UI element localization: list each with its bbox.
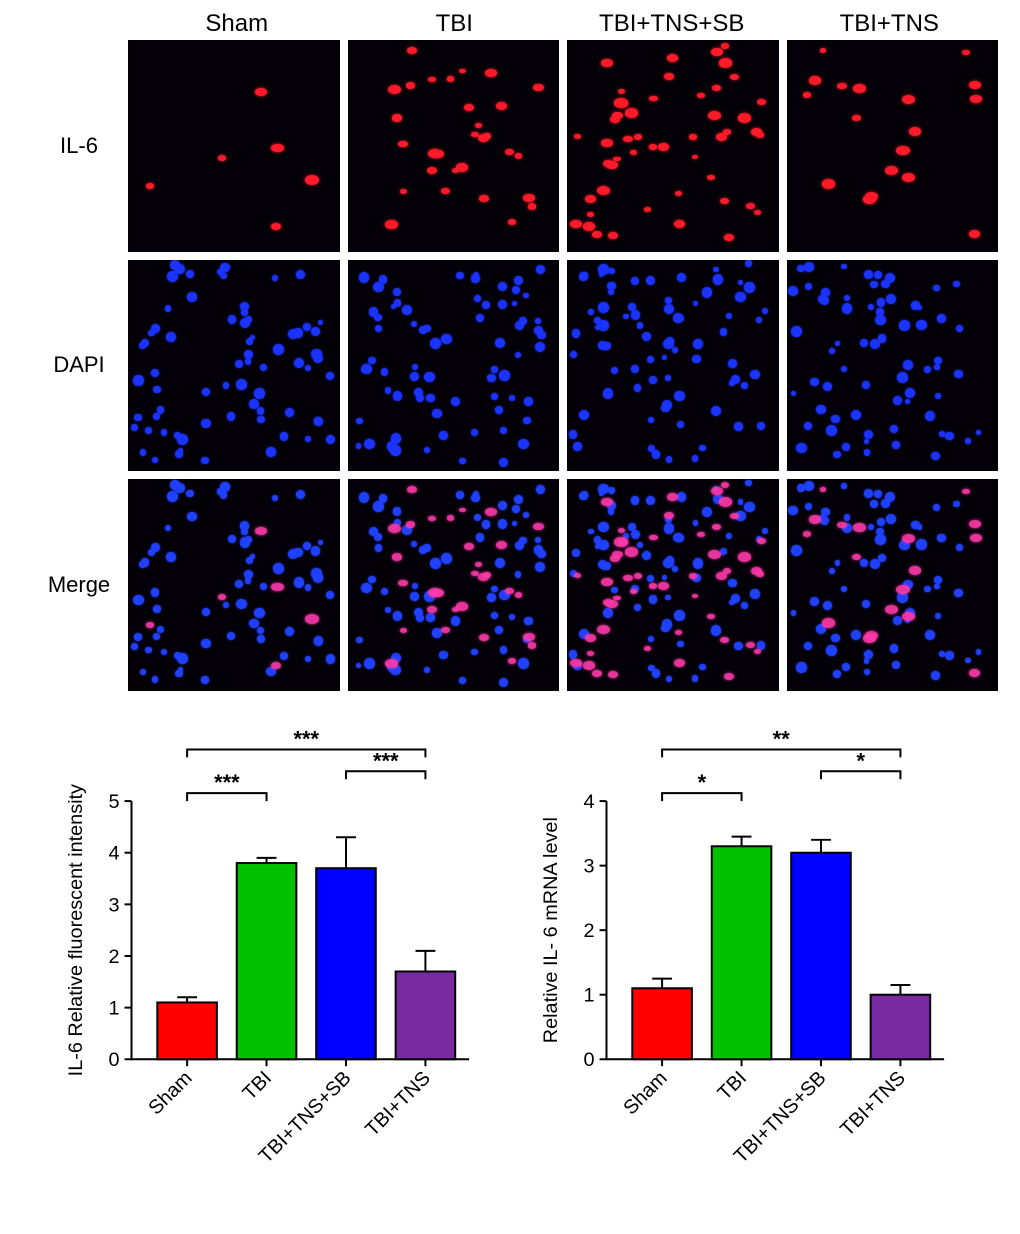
row-label: Merge (38, 572, 120, 598)
microscopy-image (348, 260, 560, 472)
microscopy-cells (128, 40, 998, 252)
microscopy-row: DAPI (38, 260, 998, 472)
bar-charts: 0 1 2 3 4 5 IL-6 Relative fluorescent intensit… (60, 720, 960, 1190)
svg-text:TBI: TBI (714, 1067, 751, 1104)
chart-fluorescent-intensity: 0 1 2 3 4 5 IL-6 Relative fluorescent intensit… (60, 720, 485, 1190)
svg-text:Sham: Sham (144, 1067, 196, 1119)
svg-text:TBI+TNS: TBI+TNS (361, 1067, 435, 1141)
svg-text:IL-6 Relative fluorescent inte: IL-6 Relative fluorescent intensity (65, 784, 87, 1076)
svg-text:4: 4 (584, 791, 595, 813)
column-header: TBI+TNS (781, 10, 999, 38)
svg-text:**: ** (773, 726, 790, 751)
microscopy-image (567, 479, 779, 691)
microscopy-cells (128, 479, 998, 691)
row-label: IL-6 (38, 133, 120, 159)
microscopy-image (567, 40, 779, 252)
svg-text:0: 0 (584, 1049, 595, 1071)
svg-text:*: * (856, 748, 865, 773)
svg-text:0: 0 (109, 1049, 120, 1071)
microscopy-image (128, 479, 340, 691)
microscopy-image (787, 479, 999, 691)
svg-text:***: *** (373, 748, 399, 773)
svg-text:2: 2 (109, 946, 120, 968)
microscopy-image (128, 40, 340, 252)
svg-text:1: 1 (109, 998, 120, 1020)
microscopy-grid: ShamTBITBI+TNS+SBTBI+TNS IL-6 DAPI Merge (38, 8, 998, 691)
svg-text:2: 2 (584, 920, 595, 942)
column-header: TBI+TNS+SB (563, 10, 781, 38)
svg-text:5: 5 (109, 791, 120, 813)
svg-text:TBI+TNS: TBI+TNS (836, 1067, 910, 1141)
svg-text:Sham: Sham (619, 1067, 671, 1119)
microscopy-cells (128, 260, 998, 472)
svg-text:1: 1 (584, 985, 595, 1007)
column-header: Sham (128, 10, 346, 38)
row-label: DAPI (38, 352, 120, 378)
microscopy-image (348, 479, 560, 691)
svg-text:*: * (698, 770, 707, 795)
microscopy-image (348, 40, 560, 252)
svg-text:3: 3 (584, 856, 595, 878)
microscopy-image (787, 260, 999, 472)
microscopy-row: Merge (38, 479, 998, 691)
svg-text:TBI: TBI (239, 1067, 276, 1104)
svg-text:3: 3 (109, 894, 120, 916)
microscopy-row: IL-6 (38, 40, 998, 252)
figure-panel: ShamTBITBI+TNS+SBTBI+TNS IL-6DAPIMerge 0… (0, 0, 1020, 1234)
microscopy-image (567, 260, 779, 472)
svg-text:4: 4 (109, 843, 120, 865)
svg-text:***: *** (294, 726, 320, 751)
column-header: TBI (346, 10, 564, 38)
microscopy-image (128, 260, 340, 472)
svg-text:Relative IL- 6 mRNA level: Relative IL- 6 mRNA level (540, 817, 562, 1043)
microscopy-image (787, 40, 999, 252)
column-headers: ShamTBITBI+TNS+SBTBI+TNS (38, 8, 998, 40)
svg-text:***: *** (214, 770, 240, 795)
chart-mrna-level: 0 1 2 3 4 Relative IL- 6 mRNA level Sham TBI TBI… (535, 720, 960, 1190)
